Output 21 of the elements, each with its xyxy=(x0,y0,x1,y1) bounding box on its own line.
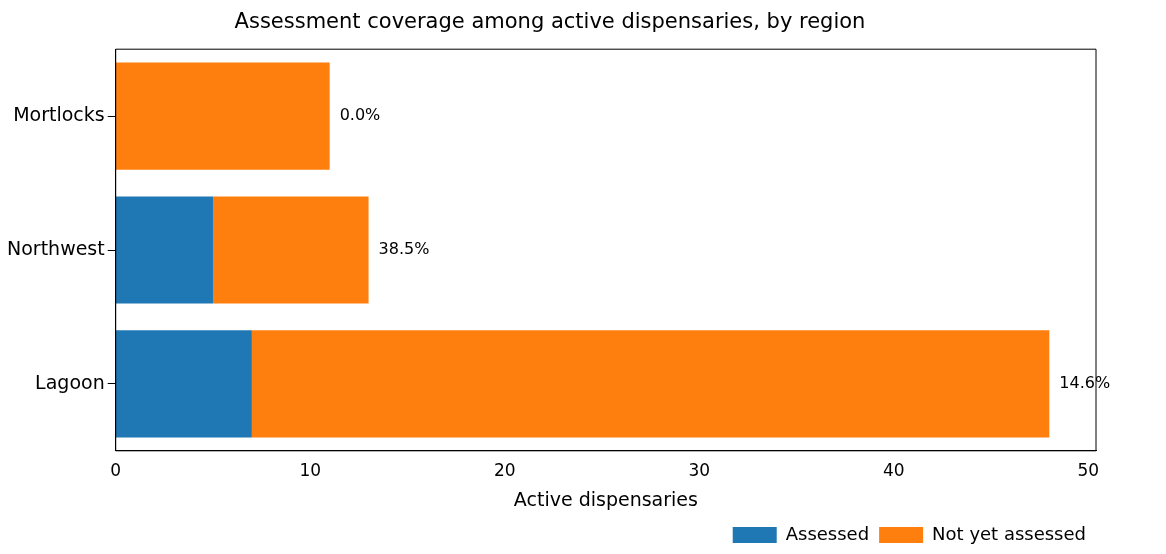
y-tick-label: Lagoon xyxy=(35,370,105,393)
annotation: 38.5% xyxy=(378,239,430,259)
x-tick-label: 20 xyxy=(493,460,516,481)
bar xyxy=(212,196,369,304)
x-axis-title: Active dispensaries xyxy=(513,487,698,510)
x-tick-label: 10 xyxy=(299,460,322,481)
bar xyxy=(115,62,330,170)
annotation: 0.0% xyxy=(339,105,381,125)
chart-title: Assessment coverage among active dispensaries, by region xyxy=(234,9,866,34)
x-tick-label: 30 xyxy=(688,460,711,481)
bar xyxy=(115,196,213,304)
y-tick-label: Mortlocks xyxy=(13,103,105,126)
legend-label: Assessed xyxy=(785,522,870,544)
bar xyxy=(115,330,252,438)
x-tick-label: 0 xyxy=(110,460,122,481)
x-tick-label: 40 xyxy=(882,460,905,481)
annotation: 14.6% xyxy=(1059,373,1111,393)
bar xyxy=(251,330,1050,438)
legend-label: Not yet assessed xyxy=(932,522,1087,544)
x-tick-label: 50 xyxy=(1077,460,1100,481)
y-tick-label: Northwest xyxy=(7,236,105,259)
